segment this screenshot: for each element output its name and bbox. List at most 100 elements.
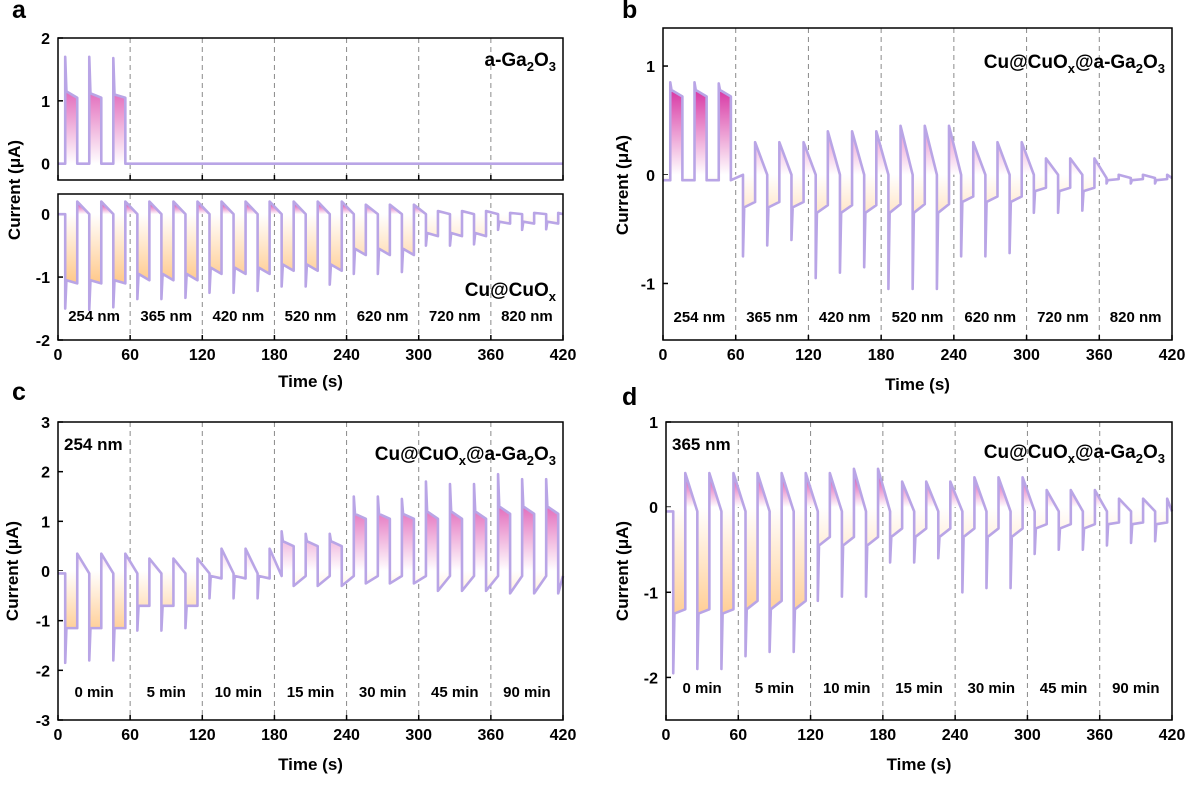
plot-frame	[662, 27, 1173, 341]
sample-label: a-Ga2O3	[485, 50, 557, 74]
y-tick-label: 1	[41, 94, 50, 111]
y-tick-label: 1	[41, 514, 50, 531]
sample-label: Cu@CuOx@a-Ga2O3	[375, 444, 556, 468]
segment-label: 520 nm	[892, 309, 944, 326]
x-tick-label: 420	[1159, 347, 1186, 364]
y-axis-label: Current (μA)	[613, 521, 632, 621]
segment-label: 420 nm	[819, 309, 871, 326]
x-tick-label: 360	[478, 347, 505, 364]
plot-frame	[57, 193, 564, 341]
x-tick-label: 60	[121, 727, 139, 744]
y-tick-label: -1	[36, 614, 50, 631]
segment-label: 820 nm	[1110, 309, 1162, 326]
current-trace	[58, 472, 565, 665]
segment-label: 820 nm	[501, 308, 553, 325]
x-tick-label: 0	[659, 347, 668, 364]
x-tick-label: 180	[868, 347, 895, 364]
x-tick-label: 360	[1086, 347, 1113, 364]
segment-label: 254 nm	[674, 309, 726, 326]
current-trace	[58, 55, 563, 165]
y-tick-label: 0	[41, 564, 50, 581]
label-part: @a-Ga	[1075, 442, 1136, 463]
x-tick-label: 60	[729, 727, 747, 744]
x-tick-label: 0	[54, 347, 63, 364]
label-part: Cu@CuO	[375, 444, 459, 465]
x-tick-label: 240	[942, 727, 969, 744]
x-tick-label: 180	[870, 727, 897, 744]
y-tick-label: -1	[641, 276, 655, 293]
x-tick-label: 180	[261, 727, 288, 744]
label-part: 2	[1136, 61, 1143, 76]
x-axis-label: Time (s)	[885, 375, 950, 394]
label-part: 2	[1136, 451, 1143, 466]
segment-label: 0 min	[683, 680, 722, 697]
y-tick-label: 1	[646, 59, 655, 76]
x-tick-label: 120	[189, 347, 216, 364]
panel-letter: c	[12, 378, 26, 406]
segment-label: 5 min	[147, 684, 186, 701]
segment-label: 720 nm	[429, 308, 481, 325]
label-part: 2	[527, 453, 534, 468]
segment-label: 365 nm	[746, 309, 798, 326]
y-tick-label: -3	[36, 713, 50, 730]
label-part: x	[1068, 61, 1076, 76]
label-part: O	[1143, 52, 1158, 73]
negative-fill	[663, 174, 1172, 289]
label-part: x	[549, 289, 557, 304]
y-tick-label: 0	[649, 500, 658, 517]
y-tick-label: 0	[41, 207, 50, 224]
label-part: x	[1068, 451, 1076, 466]
x-tick-label: 420	[1159, 727, 1186, 744]
segment-label: 365 nm	[140, 308, 192, 325]
segment-label: 254 nm	[68, 308, 120, 325]
label-part: 3	[549, 453, 556, 468]
segment-label: 90 min	[1112, 680, 1160, 697]
x-tick-label: 0	[54, 727, 63, 744]
sample-label: Cu@CuOx@a-Ga2O3	[984, 52, 1165, 76]
label-part: O	[1143, 442, 1158, 463]
x-tick-label: 360	[1086, 727, 1113, 744]
x-tick-label: 240	[333, 347, 360, 364]
y-tick-label: 2	[41, 465, 50, 482]
x-tick-label: 240	[941, 347, 968, 364]
y-tick-label: 0	[646, 168, 655, 185]
segment-label: 30 min	[968, 680, 1016, 697]
plot-frame	[57, 421, 564, 721]
x-tick-label: 360	[478, 727, 505, 744]
x-tick-label: 120	[797, 727, 824, 744]
segment-label: 45 min	[1040, 680, 1088, 697]
segment-label: 45 min	[431, 684, 479, 701]
segment-label: 520 nm	[285, 308, 337, 325]
x-tick-label: 300	[405, 347, 432, 364]
negative-fill	[58, 163, 563, 164]
x-tick-label: 0	[662, 727, 671, 744]
x-tick-label: 180	[261, 347, 288, 364]
plot-frame	[57, 37, 564, 181]
current-trace	[666, 467, 1174, 675]
x-axis-label: Time (s)	[278, 755, 343, 774]
x-tick-label: 60	[121, 347, 139, 364]
label-part: Cu@CuO	[984, 52, 1068, 73]
y-tick-label: -2	[644, 670, 658, 687]
x-tick-label: 300	[1014, 727, 1041, 744]
label-part: Cu@CuO	[984, 442, 1068, 463]
y-tick-label: -2	[36, 663, 50, 680]
segment-label: 10 min	[215, 684, 263, 701]
label-part: x	[459, 453, 467, 468]
label-part: @a-Ga	[466, 444, 527, 465]
y-axis-label: Current (μA)	[3, 521, 22, 621]
wavelength-label: 365 nm	[672, 435, 731, 454]
x-tick-label: 300	[405, 727, 432, 744]
segment-label: 15 min	[287, 684, 335, 701]
label-part: a-Ga	[485, 50, 528, 71]
y-tick-label: -2	[36, 333, 50, 350]
label-part: Cu@CuO	[465, 280, 549, 301]
segment-label: 420 nm	[213, 308, 265, 325]
y-tick-label: 3	[41, 415, 50, 432]
segment-label: 0 min	[74, 684, 113, 701]
label-part: 2	[527, 59, 534, 74]
label-part: O	[534, 50, 549, 71]
x-tick-label: 60	[727, 347, 745, 364]
current-trace	[58, 200, 564, 312]
